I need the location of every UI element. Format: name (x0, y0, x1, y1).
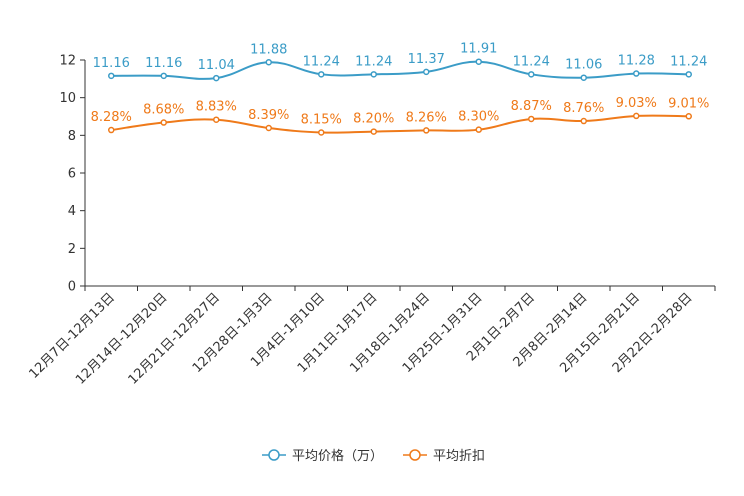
data-point[interactable] (213, 74, 220, 82)
x-tick-label: 12月14日-12月20日 (73, 290, 170, 387)
data-point[interactable] (370, 128, 377, 135)
series-1: 8.28% 8.68% 8.83% 8.39% 8.15% 8.20% 8.26% 8.30%… (91, 96, 709, 136)
data-point[interactable] (685, 71, 692, 78)
data-label: 8.68% (143, 103, 184, 118)
data-label: 11.16 (93, 56, 130, 71)
data-point[interactable] (265, 124, 272, 132)
data-label: 11.24 (355, 54, 392, 69)
data-point[interactable] (318, 71, 325, 78)
data-point[interactable] (213, 116, 220, 123)
data-label: 11.91 (460, 42, 497, 57)
data-label: 11.16 (145, 56, 182, 71)
data-point[interactable] (633, 112, 640, 120)
x-tick-label: 12月7日-12月13日 (26, 290, 118, 382)
data-point[interactable] (108, 126, 115, 134)
data-point[interactable] (685, 113, 692, 120)
data-point[interactable] (528, 115, 535, 123)
legend-item-1[interactable]: 平均折扣 (403, 449, 485, 464)
data-point[interactable] (160, 119, 167, 126)
y-tick-label: 12 (59, 54, 76, 69)
data-point[interactable] (160, 72, 167, 80)
y-tick-label: 2 (68, 242, 76, 257)
data-point[interactable] (423, 127, 430, 134)
legend-item-0[interactable]: 平均价格（万） (262, 448, 383, 464)
chart-legend: 平均价格（万） 平均折扣 (262, 448, 485, 464)
data-label: 8.15% (301, 113, 342, 128)
data-point[interactable] (108, 72, 115, 80)
data-label: 11.04 (198, 58, 235, 73)
x-tick-label: 12月21日-12月27日 (126, 290, 223, 387)
legend-marker-icon (409, 449, 421, 461)
data-label: 8.20% (353, 112, 394, 127)
data-label: 8.30% (458, 110, 499, 125)
data-label: 11.37 (408, 52, 445, 67)
legend-label: 平均价格（万） (292, 448, 383, 464)
data-point[interactable] (423, 68, 430, 76)
data-point[interactable] (370, 71, 377, 78)
data-label: 8.39% (248, 108, 289, 123)
data-label: 8.83% (196, 100, 237, 115)
data-point[interactable] (475, 126, 482, 133)
data-point[interactable] (580, 74, 587, 81)
chart-axes: 0 2 4 6 8 10 12 12月7日-12月13日12月14日-12月20日12月21日… (26, 54, 716, 388)
data-point[interactable] (580, 117, 587, 125)
data-point[interactable] (475, 58, 482, 65)
y-tick-label: 10 (59, 91, 76, 106)
data-label: 11.24 (303, 54, 340, 69)
data-label: 8.76% (563, 101, 604, 116)
data-label: 9.01% (668, 96, 709, 111)
data-point[interactable] (633, 70, 640, 77)
legend-marker-icon (268, 449, 280, 461)
data-label: 11.28 (618, 54, 655, 69)
data-label: 8.26% (406, 110, 447, 125)
data-point[interactable] (528, 71, 535, 78)
data-label: 8.28% (91, 110, 132, 125)
data-label: 11.24 (513, 54, 550, 69)
data-label: 11.88 (250, 42, 287, 57)
data-label: 9.03% (616, 96, 657, 111)
legend-label: 平均折扣 (433, 449, 485, 464)
series-0: 11.16 11.16 11.04 11.88 11.24 11.24 11.37 11.91… (93, 42, 707, 82)
y-tick-label: 6 (68, 167, 76, 182)
series-line (111, 60, 689, 80)
data-label: 11.06 (565, 58, 602, 73)
data-point[interactable] (265, 59, 272, 66)
chart-series-layer: 11.16 11.16 11.04 11.88 11.24 11.24 11.37 11.91… (91, 42, 709, 136)
y-tick-label: 0 (68, 280, 76, 295)
y-tick-label: 4 (68, 204, 76, 219)
y-tick-label: 8 (68, 129, 76, 144)
series-line (111, 114, 689, 134)
data-label: 8.87% (511, 99, 552, 114)
data-point[interactable] (318, 129, 325, 136)
data-label: 11.24 (670, 54, 707, 69)
